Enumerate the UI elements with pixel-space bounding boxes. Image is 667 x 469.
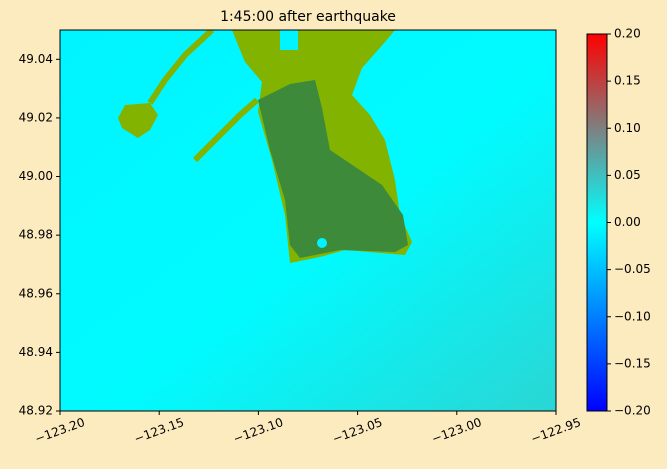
- plot-frame: [59, 29, 557, 412]
- channel: [280, 30, 298, 50]
- colorbar-tick-label: 0.05: [614, 168, 641, 182]
- y-tick-label: 48.98: [19, 228, 53, 242]
- y-tick-label: 48.96: [19, 286, 53, 300]
- colorbar-tick-label: −0.20: [614, 404, 651, 418]
- colorbar-tick-label: 0.10: [614, 121, 641, 135]
- y-tick-label: 49.00: [19, 169, 53, 183]
- x-tick-label: −123.20: [33, 415, 87, 446]
- pond: [317, 238, 327, 248]
- y-tick-label: 49.04: [19, 52, 53, 66]
- colorbar-tick-label: −0.15: [614, 356, 651, 370]
- colorbar-tick-label: 0.15: [614, 74, 641, 88]
- y-tick-label: 49.02: [19, 110, 53, 124]
- colorbar: [586, 33, 608, 412]
- y-tick-label: 48.92: [19, 404, 53, 418]
- strip: [147, 30, 215, 105]
- colorbar-tick-label: −0.05: [614, 262, 651, 276]
- colorbar-tick-label: 0.00: [614, 215, 641, 229]
- y-tick-label: 48.94: [19, 345, 53, 359]
- x-tick-label: −123.05: [331, 415, 385, 446]
- x-tick-label: −123.10: [231, 415, 285, 446]
- x-tick-label: −123.15: [132, 415, 186, 446]
- colorbar-tick-label: 0.20: [614, 27, 641, 41]
- land-dark: [258, 80, 408, 258]
- map: [60, 30, 556, 411]
- chart-title: 1:45:00 after earthquake: [220, 9, 396, 25]
- x-tick-label: −122.95: [529, 415, 583, 446]
- colorbar-tick-label: −0.10: [614, 309, 651, 323]
- x-tick-label: −123.00: [430, 415, 484, 446]
- spit: [192, 97, 259, 163]
- islet: [118, 103, 158, 138]
